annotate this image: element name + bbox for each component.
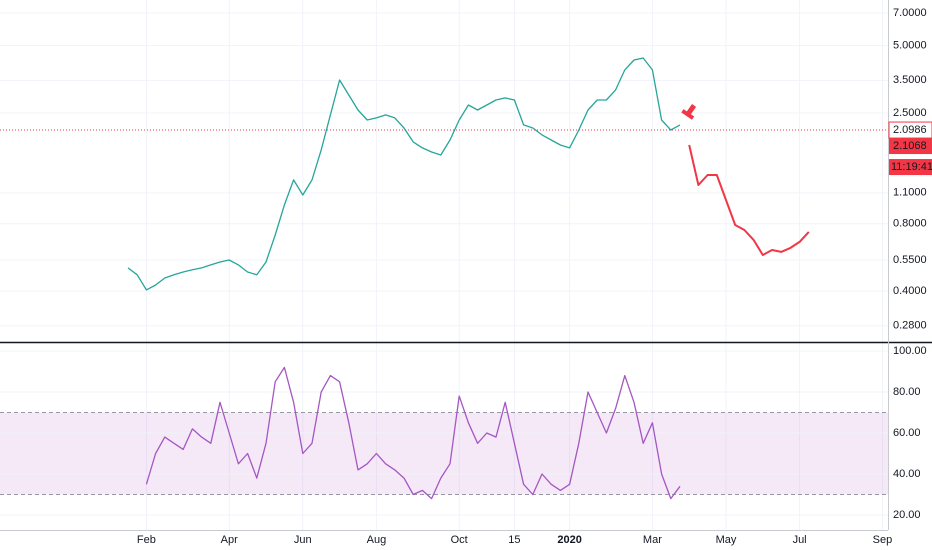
countdown-label: 11:19:41	[891, 161, 932, 173]
price-line-label: 2.0986	[893, 124, 927, 136]
series-line	[688, 144, 810, 256]
series-line	[145, 366, 681, 500]
y-tick-label: 0.8000	[893, 218, 927, 230]
y-tick-label: 5.0000	[893, 40, 927, 52]
grid	[0, 0, 888, 530]
rsi-band	[0, 412, 888, 495]
x-tick-label: Apr	[221, 534, 238, 546]
y-tick-label: 0.4000	[893, 285, 927, 297]
last-price-label: 2.1068	[893, 140, 927, 152]
y-tick-label: 0.2800	[893, 320, 927, 332]
y-tick-label: 0.5500	[893, 254, 927, 266]
drawing-tool-icon	[681, 104, 697, 120]
x-tick-label: May	[716, 534, 737, 546]
labels: Feb Apr Jun Aug Oct 15 2020 Mar May Jul Sep 7.0000 5…	[137, 7, 932, 546]
y-tick-label: 7.0000	[893, 7, 927, 19]
x-tick-label: Jul	[793, 534, 807, 546]
y-tick-label: 60.00	[893, 427, 921, 439]
x-tick-label: Feb	[137, 534, 156, 546]
y-tick-label: 100.00	[893, 345, 927, 357]
y-tick-label: 1.1000	[893, 187, 927, 199]
countdown-box	[889, 159, 932, 176]
marks	[0, 57, 888, 500]
x-tick-label: 15	[508, 534, 520, 546]
x-tick-label: Aug	[367, 534, 387, 546]
y-tick-label: 80.00	[893, 386, 921, 398]
last-price-box	[889, 138, 932, 155]
series-line	[127, 57, 681, 291]
y-tick-label: 40.00	[893, 468, 921, 480]
x-tick-label: Jun	[294, 534, 312, 546]
x-tick-label: Oct	[451, 534, 468, 546]
y-tick-label: 2.5000	[893, 107, 927, 119]
x-tick-label: Mar	[643, 534, 662, 546]
y-tick-label: 3.5000	[893, 74, 927, 86]
x-tick-label: 2020	[557, 534, 581, 546]
x-tick-label: Sep	[873, 534, 893, 546]
y-tick-label: 20.00	[893, 509, 921, 521]
